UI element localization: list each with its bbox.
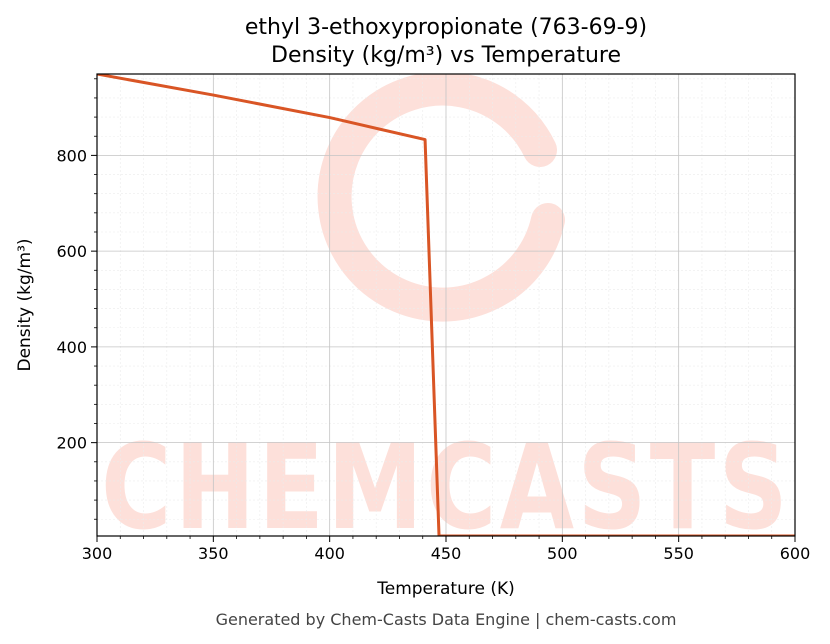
x-tick-label: 450 bbox=[431, 544, 462, 563]
x-axis-label: Temperature (K) bbox=[376, 579, 515, 599]
y-tick-label: 800 bbox=[56, 146, 87, 165]
x-tick-label: 600 bbox=[780, 544, 811, 563]
y-tick-label: 400 bbox=[56, 338, 87, 357]
watermark: CHEMCASTS bbox=[101, 74, 791, 556]
y-tick-label: 200 bbox=[56, 434, 87, 453]
y-axis-label: Density (kg/m³) bbox=[15, 238, 35, 371]
x-axis: 300 350 400 450 500 550 600 bbox=[82, 536, 811, 563]
watermark-text: CHEMCASTS bbox=[101, 418, 791, 556]
chart-subtitle: Density (kg/m³) vs Temperature bbox=[271, 43, 621, 68]
chart-title: ethyl 3-ethoxypropionate (763-69-9) bbox=[245, 15, 647, 40]
y-axis: 200 400 600 800 bbox=[56, 78, 97, 520]
x-tick-label: 500 bbox=[547, 544, 578, 563]
density-series-line bbox=[97, 74, 795, 536]
watermark-logo-icon bbox=[317, 74, 565, 322]
footer-credit: Generated by Chem-Casts Data Engine | ch… bbox=[216, 610, 677, 629]
x-tick-label: 300 bbox=[82, 544, 113, 563]
y-tick-label: 600 bbox=[56, 242, 87, 261]
x-tick-label: 400 bbox=[314, 544, 345, 563]
x-tick-label: 350 bbox=[198, 544, 229, 563]
x-tick-label: 550 bbox=[663, 544, 694, 563]
series-layer bbox=[97, 74, 795, 536]
